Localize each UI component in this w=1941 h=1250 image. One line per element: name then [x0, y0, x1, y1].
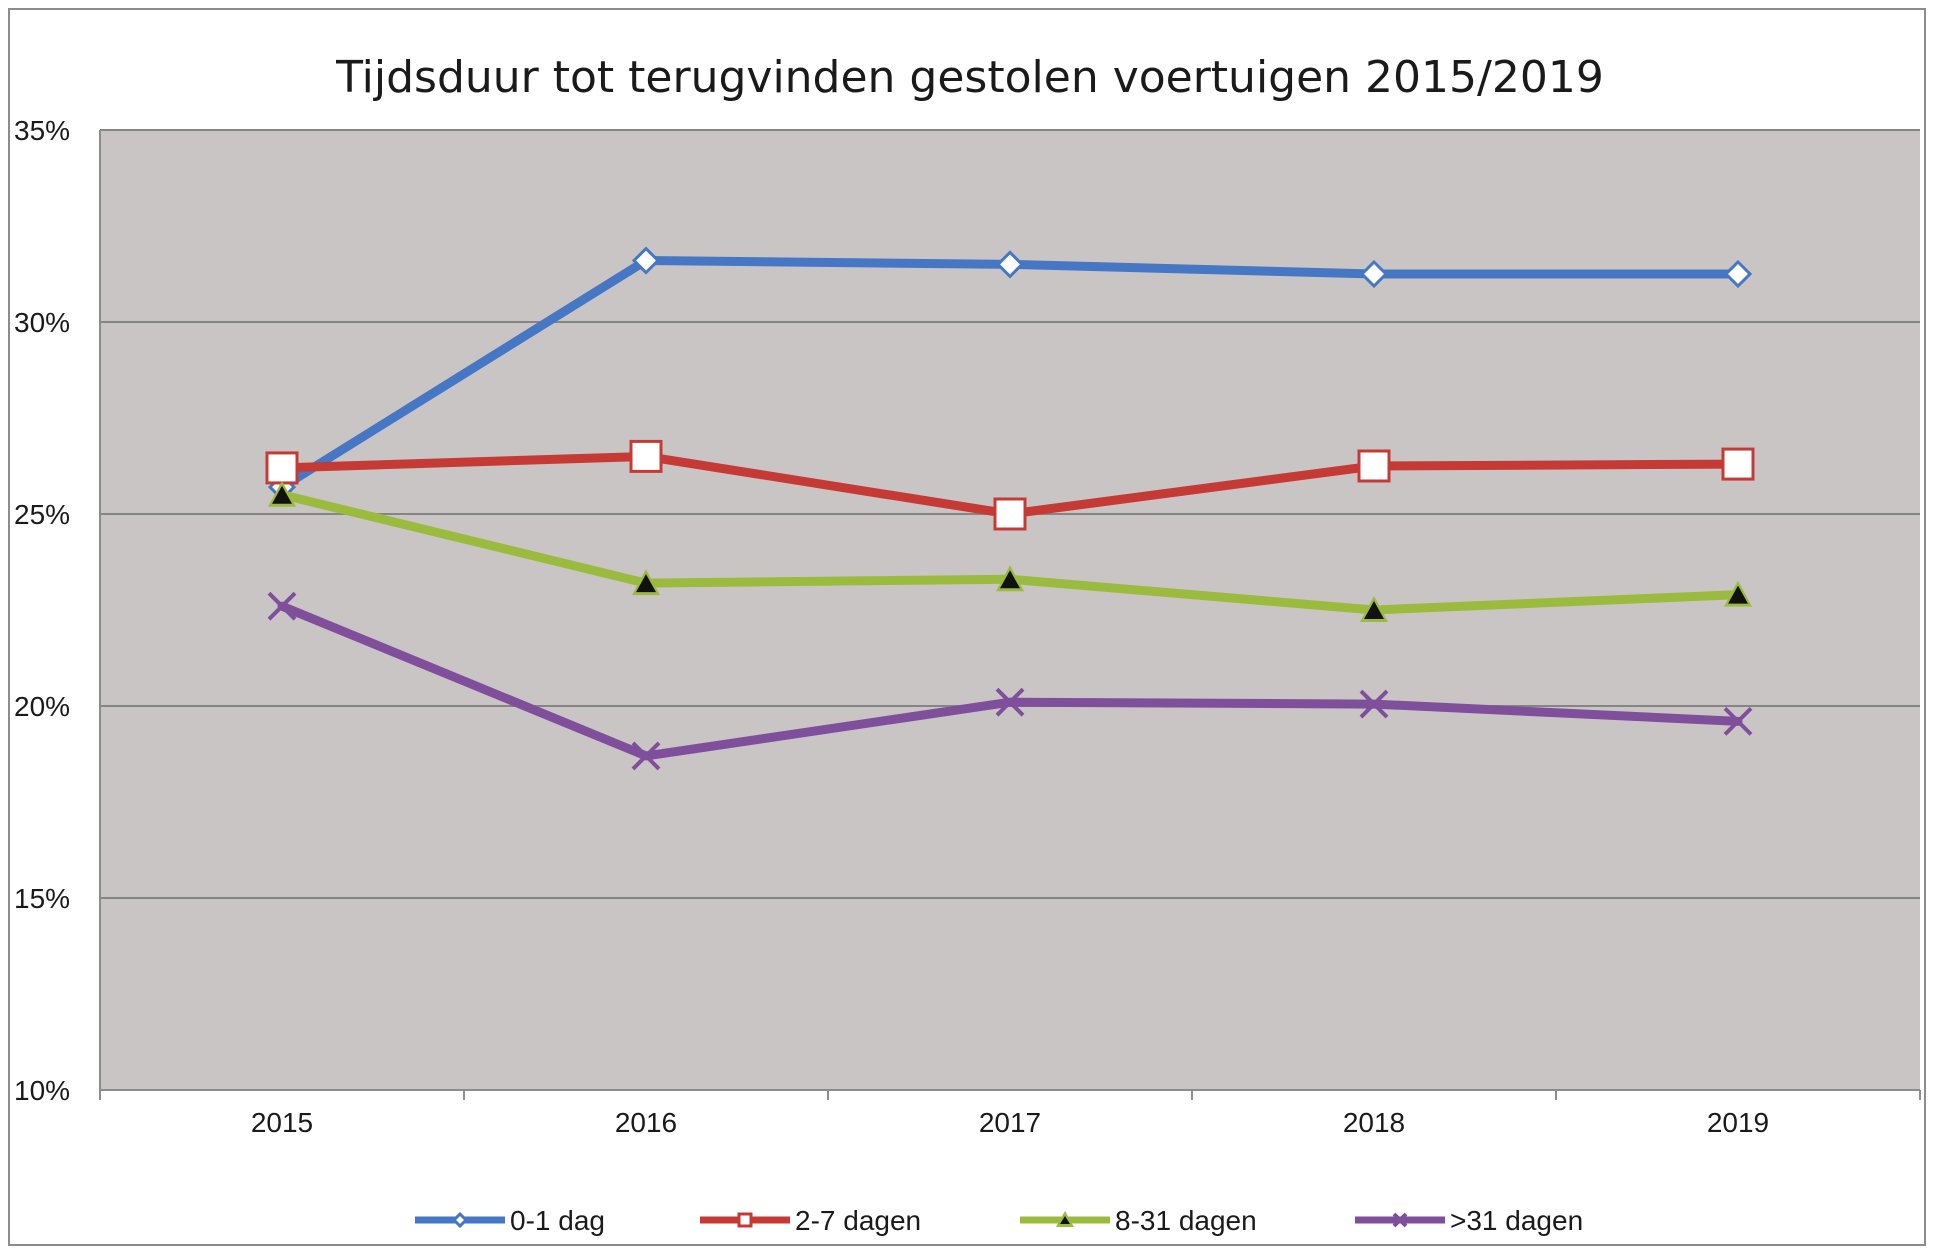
data-point [631, 741, 661, 771]
series-4 [267, 591, 1753, 771]
legend-entry: 2-7 dagen [700, 1205, 921, 1236]
x-tick-label: 2018 [1343, 1107, 1405, 1138]
series-3 [268, 480, 1752, 622]
x-tick-label: 2017 [979, 1107, 1041, 1138]
data-point [265, 451, 299, 485]
y-tick-label: 15% [14, 883, 70, 914]
marker-fill [1060, 1216, 1070, 1224]
legend-entry: >31 dagen [1355, 1205, 1583, 1236]
legend-label: 2-7 dagen [795, 1205, 921, 1236]
legend-entry: 0-1 dag [415, 1205, 605, 1236]
data-point [1723, 706, 1753, 736]
data-point [1721, 447, 1755, 481]
plot-area [100, 130, 1920, 1090]
data-point [737, 1212, 753, 1228]
y-tick-label: 35% [14, 115, 70, 146]
marker-stroke [267, 591, 297, 621]
marker-stroke [1359, 689, 1389, 719]
data-point [1392, 1212, 1408, 1228]
data-point [1723, 259, 1753, 289]
data-point [1724, 580, 1752, 607]
y-tick-label: 20% [14, 691, 70, 722]
data-point [1359, 689, 1389, 719]
legend-label: 8-31 dagen [1115, 1205, 1257, 1236]
axes: 10% 15% 20% 25% 30% 35% 2015 2016 2017 2018 2019 [14, 115, 1921, 1138]
x-tick-label: 2019 [1707, 1107, 1769, 1138]
marker-fill [636, 574, 656, 593]
series-layer [265, 246, 1755, 771]
marker-stroke [1723, 706, 1753, 736]
x-tick-label: 2015 [251, 1107, 313, 1138]
data-point [1359, 259, 1389, 289]
legend-entry: 8-31 dagen [1020, 1205, 1257, 1236]
legend-label: >31 dagen [1450, 1205, 1583, 1236]
data-point [995, 250, 1025, 279]
data-point [1360, 596, 1388, 622]
data-point [267, 591, 297, 621]
marker-fill [1000, 570, 1020, 589]
marker-fill [1728, 585, 1748, 604]
data-point [1056, 1211, 1074, 1227]
data-point [996, 565, 1024, 592]
y-tick-label: 30% [14, 307, 70, 338]
x-tick-label: 2016 [615, 1107, 677, 1138]
legend: 0-1 dag 2-7 dagen 8-31 dagen >31 dagen [415, 1205, 1583, 1236]
y-tick-label: 10% [14, 1075, 70, 1106]
data-point [632, 569, 660, 596]
data-point [995, 687, 1025, 717]
marker-stroke [995, 687, 1025, 717]
data-point [1357, 449, 1391, 483]
legend-label: 0-1 dag [510, 1205, 605, 1236]
marker-stroke [631, 741, 661, 771]
marker-fill [272, 485, 292, 504]
data-point [631, 246, 661, 275]
data-point [451, 1211, 469, 1229]
series-2 [265, 439, 1755, 531]
chart-title: Tijdsduur tot terugvinden gestolen voert… [335, 52, 1604, 103]
marker-fill [1364, 601, 1384, 619]
data-point [268, 480, 296, 507]
y-tick-label: 25% [14, 499, 70, 530]
data-point [629, 439, 663, 473]
data-point [993, 497, 1027, 531]
marker-stroke [1392, 1212, 1408, 1228]
